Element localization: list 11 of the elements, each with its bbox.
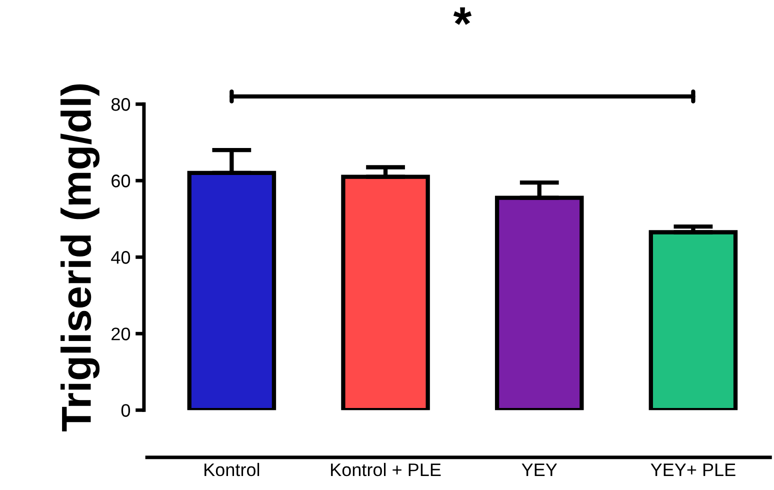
text: * bbox=[453, 7, 472, 25]
x-tick-label: Kontrol + PLE bbox=[331, 462, 441, 476]
y-tick-label: 20 bbox=[112, 328, 130, 340]
y-tick-label: 40 bbox=[111, 251, 130, 264]
y-tick-label: 0 bbox=[121, 404, 130, 417]
y-tick-label: 80 bbox=[111, 98, 130, 111]
x-tick-label: Kontrol bbox=[204, 462, 260, 476]
y-axis-title: Trigliserid (mg/dl) bbox=[60, 84, 100, 432]
x-tick-label: YEY bbox=[522, 464, 558, 476]
x-tick-label: YEY+ PLE bbox=[650, 464, 736, 476]
y-tick-label: 60 bbox=[112, 174, 130, 188]
